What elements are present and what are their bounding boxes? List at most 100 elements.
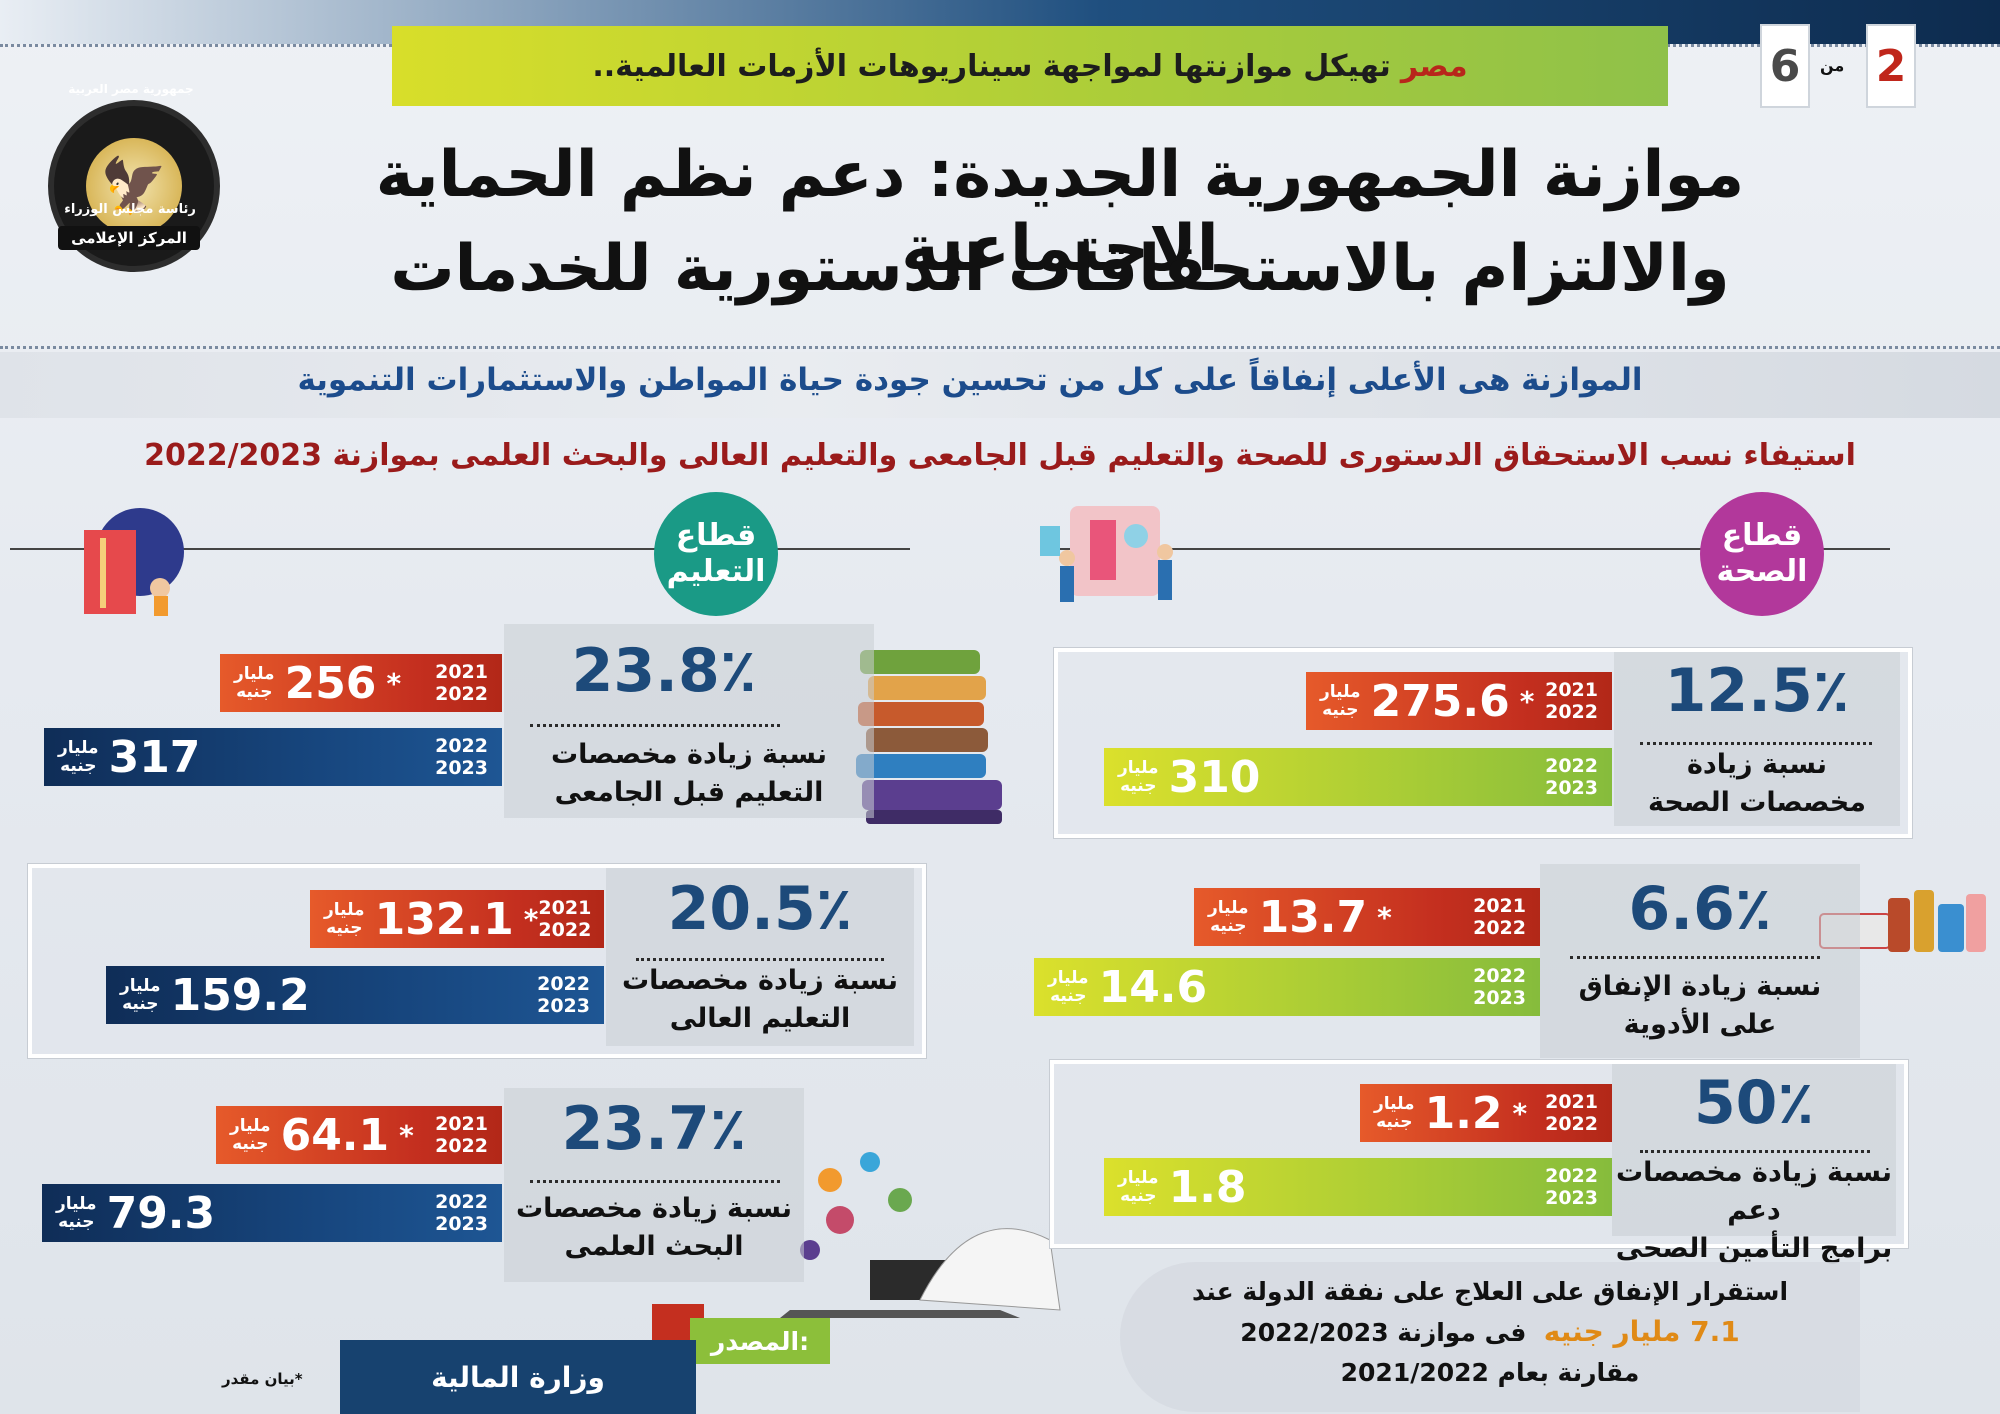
higher_education-curr-unit-bottom: جنيه — [122, 994, 159, 1014]
higher_education-prev-unit-top: مليار — [324, 900, 365, 920]
pre-university-desc-line1: نسبة زيادة مخصصات — [550, 739, 828, 770]
pre_university-prev-unit-bottom: جنيه — [236, 682, 273, 702]
research-curr-unit-top: مليار — [56, 1194, 97, 1214]
research-curr-year: 2022 2023 — [435, 1191, 488, 1235]
insurance-desc: نسبة زيادة مخصصات دعم برامج التأمين الصحى — [1612, 1154, 1896, 1268]
health-prev-unit-top: مليار — [1320, 682, 1361, 702]
health-curr-unit-top: مليار — [1118, 758, 1159, 778]
medicine-prev-unit-bottom: جنيه — [1210, 916, 1247, 936]
higher_education-curr-unit-top: مليار — [120, 976, 161, 996]
insurance-curr-unit-top: مليار — [1118, 1168, 1159, 1188]
pre_university-curr-unit-top: مليار — [58, 738, 99, 758]
emblem-ring-text: جمهورية مصر العربية — [68, 82, 194, 96]
research-curr-bar: مليار جنيه 79.3 2022 2023 — [42, 1184, 502, 1242]
headline-highlight: مصر — [1400, 48, 1468, 84]
research-desc-line2: البحث العلمى — [564, 1231, 744, 1262]
pre-university-dotline — [530, 724, 780, 727]
health-prev-year: 2021 2022 — [1545, 679, 1598, 723]
health-pct: 12.5٪ — [1664, 656, 1850, 726]
footnote: *بيان مقدر — [222, 1370, 303, 1388]
higher_education-prev-year2: 2022 — [538, 919, 592, 941]
medical-team-illustration — [1040, 496, 1190, 606]
higher_education-estimate-mark: * — [523, 902, 539, 936]
page-total: 6 — [1760, 24, 1810, 108]
source-value: وزارة المالية — [340, 1340, 696, 1414]
note-line2: فى موازنة 2022/2023 — [1240, 1318, 1527, 1347]
medicine-prev-value: 13.7 — [1258, 891, 1368, 943]
medicine-curr-bar: مليار جنيه 14.6 2022 2023 — [1034, 958, 1540, 1016]
pre_university-prev-bar: مليار جنيه 256 * 2021 2022 — [220, 654, 502, 712]
health-desc-line1: نسبة زيادة — [1686, 749, 1828, 780]
pre_university-curr-unit-bottom: جنيه — [60, 756, 97, 776]
subtitle-band — [0, 352, 2000, 418]
higher_education-prev-unit: مليار جنيه — [324, 901, 365, 937]
higher-education-desc-line1: نسبة زيادة مخصصات — [621, 965, 899, 996]
insurance-curr-unit: مليار جنيه — [1118, 1169, 1159, 1205]
health-curr-bar: مليار جنيه 310 2022 2023 — [1104, 748, 1612, 806]
higher_education-curr-bar: مليار جنيه 159.2 2022 2023 — [106, 966, 604, 1024]
medicine-estimate-mark: * — [1377, 900, 1392, 934]
medicine-prev-unit-top: مليار — [1208, 898, 1249, 918]
insurance-estimate-mark: * — [1512, 1096, 1528, 1130]
health-curr-year1: 2022 — [1545, 755, 1598, 777]
research-prev-value: 64.1 — [280, 1109, 390, 1161]
higher_education-prev-value-group: مليار جنيه 132.1 * — [324, 894, 538, 945]
teaching-illustration — [70, 508, 190, 618]
higher_education-curr-year2: 2023 — [537, 995, 590, 1017]
insurance-curr-year: 2022 2023 — [1545, 1165, 1598, 1209]
health-prev-bar: مليار جنيه 275.6 * 2021 2022 — [1306, 672, 1612, 730]
medicine-prev-year1: 2021 — [1473, 895, 1526, 917]
medicine-curr-value: 14.6 — [1098, 961, 1208, 1013]
research-curr-unit: مليار جنيه — [56, 1195, 97, 1231]
education-header-line — [10, 548, 910, 550]
pre_university-curr-unit: مليار جنيه — [58, 739, 99, 775]
pre_university-curr-year: 2022 2023 — [435, 735, 488, 779]
laptop-book-illustration — [770, 1140, 1070, 1320]
higher-education-desc: نسبة زيادة مخصصات التعليم العالى — [606, 962, 914, 1038]
insurance-prev-unit: مليار جنيه — [1374, 1095, 1415, 1131]
medicine-dotline — [1570, 956, 1820, 959]
research-curr-value: 79.3 — [106, 1187, 216, 1239]
higher_education-curr-value: 159.2 — [170, 969, 310, 1021]
insurance-prev-unit-top: مليار — [1374, 1094, 1415, 1114]
health-prev-value: 275.6 — [1370, 675, 1510, 727]
pre_university-curr-value: 317 — [108, 731, 201, 783]
insurance-curr-year1: 2022 — [1545, 1165, 1598, 1187]
medicine-pct: 6.6٪ — [1628, 874, 1772, 944]
insurance-pct: 50٪ — [1693, 1068, 1815, 1138]
insurance-curr-value: 1.8 — [1168, 1161, 1247, 1213]
health-curr-unit-bottom: جنيه — [1120, 776, 1157, 796]
pre_university-curr-year2: 2023 — [435, 757, 488, 779]
health-prev-value-group: مليار جنيه 275.6 * — [1320, 676, 1534, 727]
medicine-curr-unit-top: مليار — [1048, 968, 1089, 988]
pre_university-prev-unit-top: مليار — [234, 664, 275, 684]
pre_university-prev-year: 2021 2022 — [435, 661, 488, 705]
education-sector-label1: قطاع — [675, 518, 757, 553]
pre_university-prev-year2: 2022 — [435, 683, 488, 705]
research-pct: 23.7٪ — [561, 1094, 747, 1164]
research-curr-year2: 2023 — [435, 1213, 488, 1235]
health-curr-value-group: مليار جنيه 310 — [1118, 752, 1260, 803]
research-prev-year2: 2022 — [435, 1135, 488, 1157]
pre_university-curr-year1: 2022 — [435, 735, 488, 757]
health-estimate-mark: * — [1519, 684, 1535, 718]
research-dotline — [530, 1180, 780, 1183]
insurance-curr-value-group: مليار جنيه 1.8 — [1118, 1162, 1247, 1213]
medicine-desc-line1: نسبة زيادة الإنفاق — [1578, 971, 1822, 1002]
insurance-prev-unit-bottom: جنيه — [1376, 1112, 1413, 1132]
pre_university-curr-value-group: مليار جنيه 317 — [58, 732, 200, 783]
higher_education-prev-value: 132.1 — [374, 893, 514, 945]
insurance-curr-year2: 2023 — [1545, 1187, 1598, 1209]
note-line1: استقرار الإنفاق على العلاج على نفقة الدو… — [1191, 1277, 1789, 1306]
higher_education-prev-unit-bottom: جنيه — [326, 918, 363, 938]
pre_university-estimate-mark: * — [386, 666, 402, 700]
health-dotline — [1640, 742, 1872, 745]
medicine-curr-unit-bottom: جنيه — [1050, 986, 1087, 1006]
health-stat-panel — [1614, 652, 1900, 826]
higher-education-stat-panel — [606, 868, 914, 1046]
research-curr-year1: 2022 — [435, 1191, 488, 1213]
main-title-line2: والالتزام بالاستحقاقات الدستورية للخدمات — [390, 232, 1730, 306]
higher-education-desc-line2: التعليم العالى — [669, 1003, 851, 1034]
treatment-note: استقرار الإنفاق على العلاج على نفقة الدو… — [1150, 1272, 1830, 1393]
health-sector-label2: الصحة — [1716, 554, 1808, 589]
